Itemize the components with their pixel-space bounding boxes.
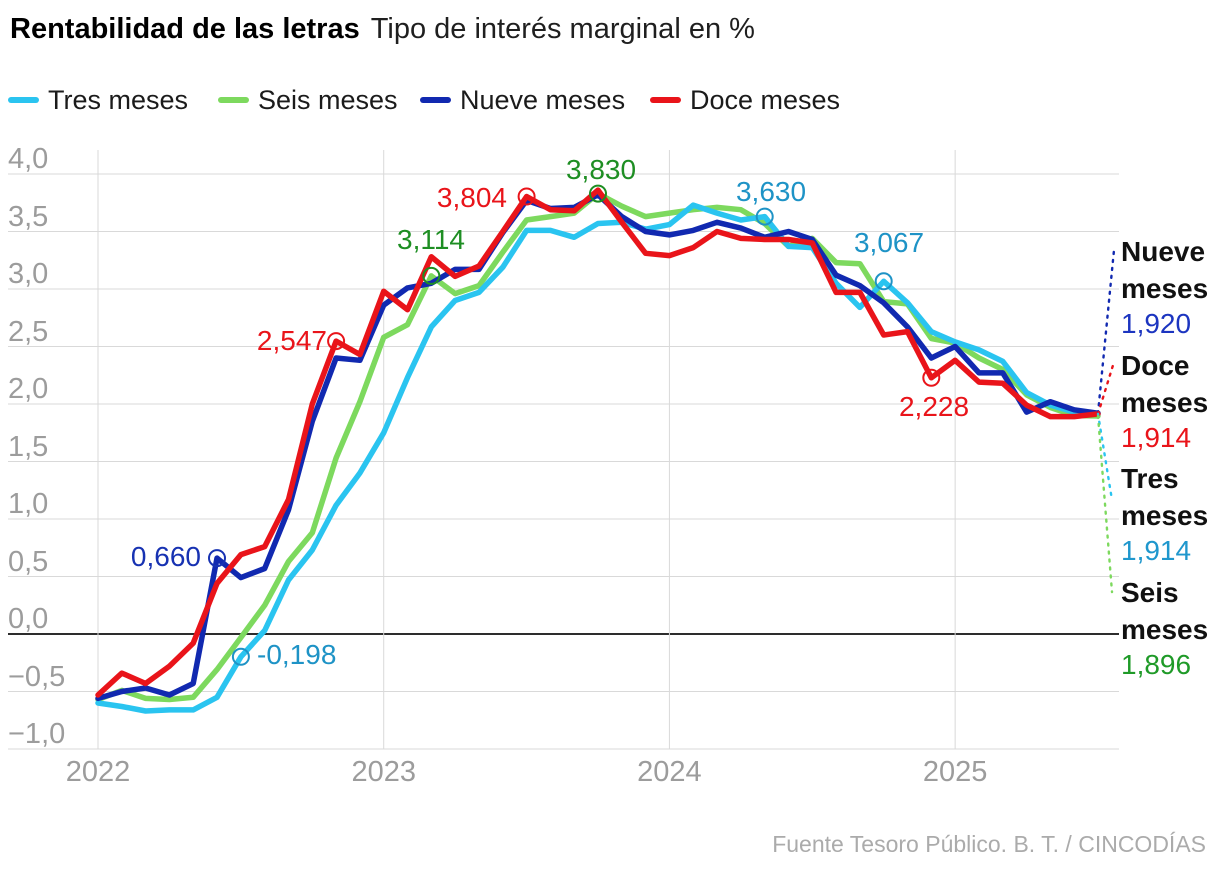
page-title: Rentabilidad de las letras Tipo de interé… [10, 13, 755, 46]
legend-swatch [650, 97, 681, 103]
annotation-circle-2,547 [327, 332, 346, 351]
legend-label: Tres meses [48, 84, 189, 115]
annotation-circle-3,830 [589, 184, 607, 203]
series-line-doce [95, 187, 1101, 698]
legend-label: Seis meses [258, 84, 398, 115]
legend-swatch [8, 97, 39, 103]
annotation-circle-2,228 [922, 368, 941, 387]
annotation-circle-0,660 [208, 549, 226, 568]
annotation-circle-3,804 [517, 187, 536, 206]
annotation-circle-3,067 [874, 272, 893, 291]
source-credit: Fuente Tesoro Público. B. T. / CINCODÍAS [772, 831, 1206, 857]
leader-line-doce [1096, 360, 1116, 416]
legend-swatch [218, 97, 249, 103]
annotation-circle-3,630 [755, 207, 774, 226]
legend-item-tres-meses: Tres meses [8, 85, 188, 115]
legend: Tres meses Seis meses Nueve meses Doce mese… [0, 85, 1220, 115]
legend-item-nueve-meses: Nueve meses [420, 85, 625, 115]
annotation-circle-3,114 [422, 266, 441, 285]
leader-line-nueve [1096, 248, 1116, 415]
series-line-nueve [95, 191, 1101, 702]
series-line-seis [95, 190, 1101, 703]
legend-swatch [420, 97, 451, 103]
chart-subtitle: Tipo de interés marginal en % [370, 13, 755, 45]
chart-title: Rentabilidad de las letras [10, 13, 360, 45]
legend-label: Nueve meses [460, 84, 626, 115]
series-line-tres [95, 202, 1101, 714]
legend-item-doce-meses: Doce meses [650, 85, 840, 115]
leader-line-seis [1096, 414, 1114, 594]
annotation-circle--0,198 [231, 647, 250, 666]
legend-label: Doce meses [690, 84, 841, 115]
leader-line-tres [1096, 412, 1114, 502]
legend-item-seis-meses: Seis meses [218, 85, 398, 115]
